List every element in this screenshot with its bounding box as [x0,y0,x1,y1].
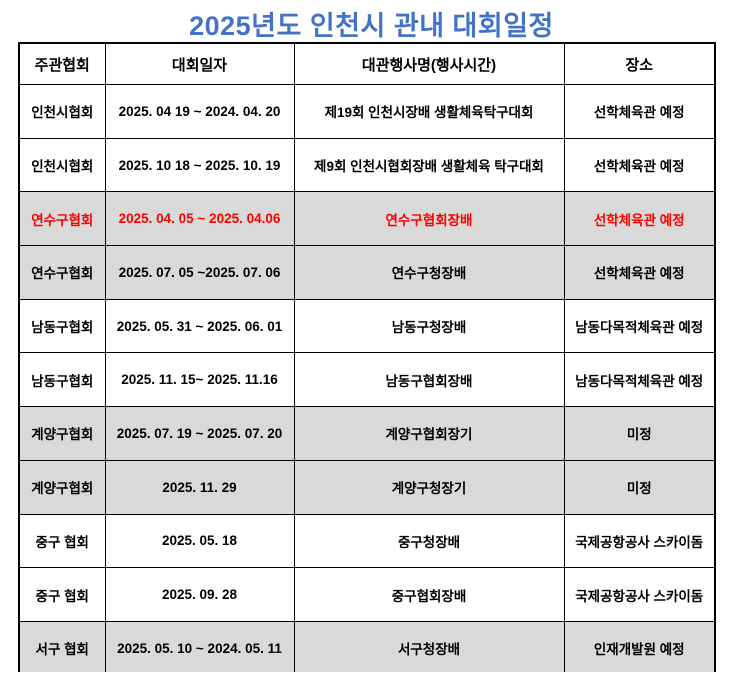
cell-event: 남동구청장배 [293,298,565,354]
cell-association: 남동구협회 [18,298,106,354]
table-row: 인천시협회 2025. 10 18 ~ 2025. 10. 19 제9회 인천시… [18,137,716,193]
table-container: 주관협회 대회일자 대관행사명(행사시간) 장소 인천시협회 2025. 04 … [18,42,718,672]
table-row: 중구 협회 2025. 09. 28 중구협회장배 국제공항공사 스카이돔 [18,567,716,622]
table-row: 중구 협회 2025. 05. 18 중구청장배 국제공항공사 스카이돔 [18,513,716,569]
header-association: 주관협회 [18,42,106,85]
cell-event: 제9회 인천시협회장배 생활체육 탁구대회 [293,137,565,193]
cell-date: 2025. 05. 31 ~ 2025. 06. 01 [104,298,295,354]
schedule-table: 주관협회 대회일자 대관행사명(행사시간) 장소 인천시협회 2025. 04 … [18,42,716,672]
table-row: 인천시협회 2025. 04 19 ~ 2024. 04. 20 제19회 인천… [18,84,716,139]
cell-date: 2025. 04 19 ~ 2024. 04. 20 [104,84,295,139]
header-row: 주관협회 대회일자 대관행사명(행사시간) 장소 [18,42,716,85]
cell-event: 중구청장배 [293,513,565,569]
cell-association: 계양구협회 [18,406,106,461]
cell-association: 연수구협회 [18,245,106,300]
cell-venue: 선학체육관 예정 [563,137,716,193]
cell-event: 연수구청장배 [293,245,565,300]
cell-event: 제19회 인천시장배 생활체육탁구대회 [293,84,565,139]
table-row: 서구 협회 2025. 05. 10 ~ 2024. 05. 11 서구청장배 … [18,620,716,672]
cell-association: 남동구협회 [18,352,106,408]
cell-association: 인천시협회 [18,84,106,139]
cell-association: 연수구협회 [18,191,106,247]
cell-venue: 미정 [563,406,716,461]
cell-event: 연수구협회장배 [293,191,565,247]
cell-event: 중구협회장배 [293,567,565,622]
cell-association: 중구 협회 [18,513,106,569]
cell-date: 2025. 05. 10 ~ 2024. 05. 11 [104,620,295,672]
page-title: 2025년도 인천시 관내 대회일정 [189,11,554,41]
header-date: 대회일자 [104,42,295,85]
cell-association: 계양구협회 [18,459,106,515]
cell-venue: 선학체육관 예정 [563,84,716,139]
table-row: 남동구협회 2025. 11. 15~ 2025. 11.16 남동구협회장배 … [18,352,716,408]
cell-date: 2025. 11. 29 [104,459,295,515]
cell-association: 인천시협회 [18,137,106,193]
cell-venue: 선학체육관 예정 [563,191,716,247]
cell-venue: 인재개발원 예정 [563,620,716,672]
cell-event: 계양구청장기 [293,459,565,515]
header-venue: 장소 [563,42,716,85]
cell-association: 중구 협회 [18,567,106,622]
cell-date: 2025. 07. 19 ~ 2025. 07. 20 [104,406,295,461]
cell-date: 2025. 05. 18 [104,513,295,569]
cell-event: 계양구협회장기 [293,406,565,461]
table-row: 계양구협회 2025. 11. 29 계양구청장기 미정 [18,459,716,515]
cell-venue: 남동다목적체육관 예정 [563,352,716,408]
cell-venue: 국제공항공사 스카이돔 [563,513,716,569]
header-event: 대관행사명(행사시간) [293,42,565,85]
cell-date: 2025. 09. 28 [104,567,295,622]
table-row: 계양구협회 2025. 07. 19 ~ 2025. 07. 20 계양구협회장… [18,406,716,461]
cell-date: 2025. 07. 05 ~2025. 07. 06 [104,245,295,300]
table-row: 남동구협회 2025. 05. 31 ~ 2025. 06. 01 남동구청장배… [18,298,716,354]
cell-date: 2025. 10 18 ~ 2025. 10. 19 [104,137,295,193]
table-row: 연수구협회 2025. 07. 05 ~2025. 07. 06 연수구청장배 … [18,245,716,300]
cell-association: 서구 협회 [18,620,106,672]
cell-venue: 미정 [563,459,716,515]
cell-event: 남동구협회장배 [293,352,565,408]
cell-date: 2025. 04. 05 ~ 2025. 04.06 [104,191,295,247]
cell-venue: 남동다목적체육관 예정 [563,298,716,354]
table-row: 연수구협회 2025. 04. 05 ~ 2025. 04.06 연수구협회장배… [18,191,716,247]
cell-venue: 선학체육관 예정 [563,245,716,300]
cell-date: 2025. 11. 15~ 2025. 11.16 [104,352,295,408]
cell-venue: 국제공항공사 스카이돔 [563,567,716,622]
cell-event: 서구청장배 [293,620,565,672]
